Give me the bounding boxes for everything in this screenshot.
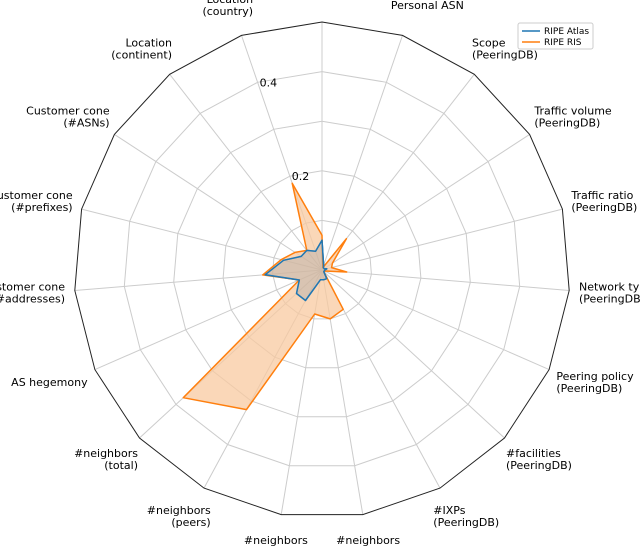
grid-ring-1 <box>272 219 372 320</box>
axis-label: Location (continent) <box>111 37 172 62</box>
radial-tick-label: 0.4 <box>260 76 278 89</box>
axis-label: Traffic volume (PeeringDB) <box>533 105 612 130</box>
series-ripe-ris <box>182 182 348 411</box>
axis-label: #IXPs (PeeringDB) <box>433 504 499 529</box>
axis-label: #neighbors(providers) <box>336 534 400 548</box>
legend-label: RIPE RIS <box>544 38 582 48</box>
radial-tick-label: 0.2 <box>292 170 310 183</box>
spoke-line <box>321 269 505 439</box>
axis-label: Peering policy (PeeringDB) <box>556 370 634 395</box>
spoke-line <box>114 133 323 271</box>
axis-label: Customer cone(#prefixes) <box>0 189 73 214</box>
radar-series <box>182 182 348 411</box>
axis-label: Customer cone (#ASNs) <box>26 105 110 130</box>
axis-label: Scope (PeeringDB) <box>472 37 538 62</box>
axis-label: Network type(PeeringDB) <box>579 281 640 306</box>
spoke-line <box>321 208 563 271</box>
grid-ring-4 <box>123 71 521 467</box>
axis-label: #neighbors (total) <box>74 447 138 472</box>
axis-label: Personal ASN <box>391 0 464 12</box>
spoke-line <box>321 269 550 371</box>
radial-ticks: 0.2 0.4 <box>260 76 310 183</box>
spoke-line <box>321 35 403 271</box>
axis-label: #neighbors(customers) <box>243 534 309 548</box>
spoke-line <box>94 269 323 371</box>
grid-ring-2 <box>222 170 422 369</box>
outer-frame <box>74 21 570 516</box>
spoke-line <box>169 73 323 271</box>
grid-ring-3 <box>173 120 471 418</box>
spoke-line <box>321 133 530 271</box>
axis-label: #facilities (PeeringDB) <box>506 447 572 472</box>
spoke-line <box>321 73 475 271</box>
axis-label: AS hegemony <box>11 376 88 389</box>
spoke-line <box>321 269 570 291</box>
radar-grid <box>74 21 570 516</box>
axis-label: #neighbors (peers) <box>147 504 211 529</box>
axis-label: Customer cone(#addresses) <box>0 281 65 306</box>
axis-label: Location(country) <box>202 0 253 18</box>
series-ripe-atlas-outline <box>264 239 328 302</box>
legend-label: RIPE Atlas <box>544 27 589 37</box>
axis-label: RIR region <box>294 0 351 1</box>
axis-label: Traffic ratio (PeeringDB) <box>570 189 637 214</box>
